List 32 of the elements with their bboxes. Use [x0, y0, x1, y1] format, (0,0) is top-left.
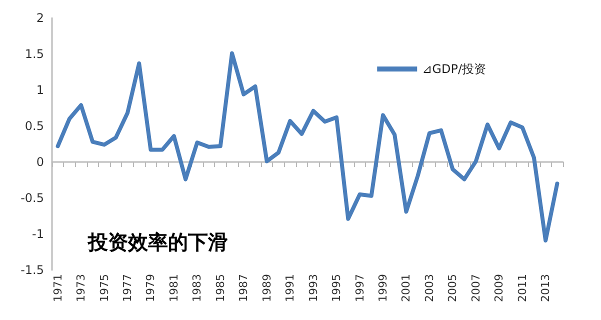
x-tick-label: 2001 — [400, 274, 413, 302]
x-tick-label: 1993 — [306, 274, 320, 302]
y-tick-label: -0.5 — [20, 191, 44, 205]
annotation: 投资效率的下滑 — [87, 230, 228, 254]
x-tick-label: 1991 — [284, 274, 297, 302]
x-tick-label: 1995 — [330, 274, 344, 302]
x-tick-label: 1997 — [353, 274, 366, 302]
y-tick-label: 1 — [36, 83, 44, 97]
legend-label: ⊿GDP/投资 — [422, 62, 486, 76]
x-tick-label: 1983 — [190, 274, 204, 302]
y-tick-label: 2 — [36, 11, 44, 25]
y-tick-label: 1.5 — [24, 47, 44, 61]
y-tick-label: 0.5 — [24, 119, 44, 133]
y-tick-label: 0 — [36, 155, 44, 169]
x-tick-label: 1979 — [144, 274, 158, 302]
y-tick-label: -1 — [32, 227, 44, 241]
x-tick-label: 2005 — [446, 274, 460, 302]
x-tick-label: 1981 — [167, 274, 180, 302]
x-tick-label: 2007 — [469, 274, 482, 302]
x-tick-label: 1975 — [98, 274, 111, 302]
x-tick-label: 1977 — [120, 274, 134, 302]
x-tick-label: 1987 — [237, 274, 250, 302]
x-tick-label: 2003 — [422, 274, 436, 302]
y-tick-label: -1.5 — [20, 263, 44, 277]
x-tick-label: 2011 — [516, 274, 529, 302]
x-tick-label: 1999 — [376, 274, 390, 302]
x-tick-label: 1973 — [74, 274, 88, 302]
x-tick-label: 2009 — [492, 274, 506, 302]
x-tick-label: 1989 — [260, 274, 274, 302]
x-tick-label: 1971 — [51, 274, 64, 302]
x-tick-label: 2013 — [539, 274, 552, 302]
x-tick-label: 1985 — [214, 274, 227, 302]
